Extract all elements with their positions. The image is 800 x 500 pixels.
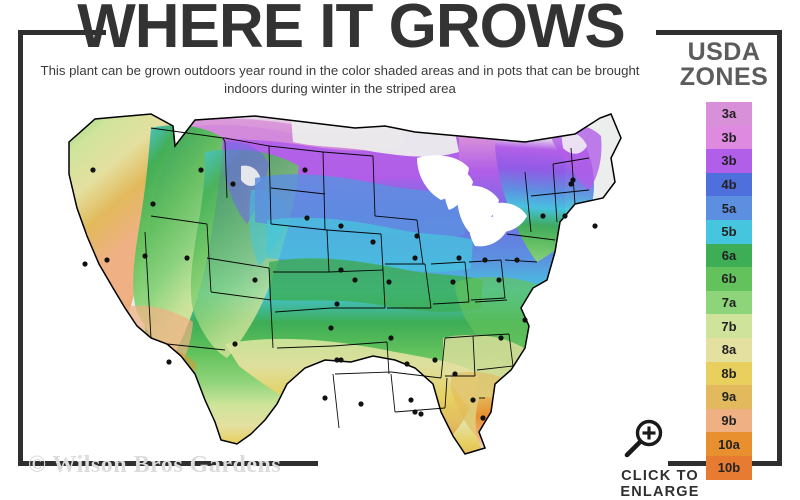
legend-heading: USDA ZONES bbox=[662, 40, 786, 90]
page-subtitle: This plant can be grown outdoors year ro… bbox=[40, 63, 640, 96]
watermark-attribution: © Wilson Bros Gardens bbox=[28, 452, 282, 478]
legend-swatch-label: 9b bbox=[721, 413, 737, 429]
legend-swatch-label: 8b bbox=[721, 365, 737, 381]
hardiness-zone-map[interactable] bbox=[55, 112, 655, 457]
legend-swatch-label: 8a bbox=[721, 342, 737, 358]
legend-swatch-label: 3b bbox=[721, 129, 737, 145]
legend-swatch-label: 6b bbox=[721, 271, 737, 287]
legend-swatch-7a-8[interactable]: 7a bbox=[706, 290, 752, 315]
legend-swatch-label: 9a bbox=[721, 389, 737, 405]
legend-swatch-label: 10b bbox=[717, 460, 741, 476]
legend-swatch-3a-0[interactable]: 3a bbox=[706, 102, 752, 126]
click-to-enlarge-label[interactable]: CLICK TO ENLARGE bbox=[620, 468, 700, 500]
frame-top-right-segment bbox=[656, 30, 782, 35]
legend-swatch-label: 7b bbox=[721, 318, 737, 334]
legend-heading-line1: USDA bbox=[687, 38, 761, 66]
legend-swatch-label: 5b bbox=[721, 224, 737, 240]
legend-swatch-9b-13[interactable]: 9b bbox=[706, 408, 752, 433]
legend-swatch-label: 3a bbox=[721, 106, 737, 122]
legend-swatch-label: 5a bbox=[721, 200, 737, 216]
legend-swatch-5b-5[interactable]: 5b bbox=[706, 219, 752, 244]
usda-zone-legend[interactable]: 3a 3b 3b 4b 5a 5b 6a 6b 7a 7b 8a 8b 9a 9b 10a 10b bbox=[706, 102, 752, 480]
legend-swatch-8b-11[interactable]: 8b bbox=[706, 361, 752, 386]
city-dots bbox=[82, 167, 598, 421]
legend-swatch-8a-10[interactable]: 8a bbox=[706, 337, 752, 362]
legend-swatch-label: 6a bbox=[721, 247, 737, 263]
frame-top-left-segment bbox=[18, 30, 106, 35]
legend-swatch-label: 3b bbox=[721, 153, 737, 169]
state-borders bbox=[144, 127, 590, 429]
legend-swatch-4b-3[interactable]: 4b bbox=[706, 172, 752, 197]
great-lakes bbox=[417, 155, 527, 247]
legend-swatch-label: 4b bbox=[721, 177, 737, 193]
legend-swatch-3b-2[interactable]: 3b bbox=[706, 149, 752, 173]
legend-swatch-3b-1[interactable]: 3b bbox=[706, 125, 752, 150]
frame-bottom-left-segment bbox=[18, 461, 318, 466]
legend-swatch-label: 10a bbox=[718, 436, 740, 452]
hardiness-zone-map-svg[interactable] bbox=[55, 112, 655, 457]
frame-left-segment bbox=[18, 30, 23, 466]
legend-swatch-6a-6[interactable]: 6a bbox=[706, 243, 752, 268]
page-title: WHERE IT GROWS bbox=[77, 0, 625, 61]
magnifier-plus-icon[interactable] bbox=[620, 418, 668, 460]
map-zone-fills bbox=[69, 114, 621, 454]
legend-swatch-10a-14[interactable]: 10a bbox=[706, 432, 752, 456]
legend-swatch-7b-9[interactable]: 7b bbox=[706, 314, 752, 338]
legend-swatch-label: 7a bbox=[721, 295, 737, 311]
map-outline bbox=[68, 113, 622, 455]
legend-heading-line2: ZONES bbox=[679, 63, 769, 91]
legend-swatch-6b-7[interactable]: 6b bbox=[706, 267, 752, 291]
legend-swatch-9a-12[interactable]: 9a bbox=[706, 385, 752, 409]
frame-right-segment bbox=[777, 30, 782, 466]
legend-swatch-10b-15[interactable]: 10b bbox=[706, 455, 752, 480]
legend-swatch-5a-4[interactable]: 5a bbox=[706, 196, 752, 220]
